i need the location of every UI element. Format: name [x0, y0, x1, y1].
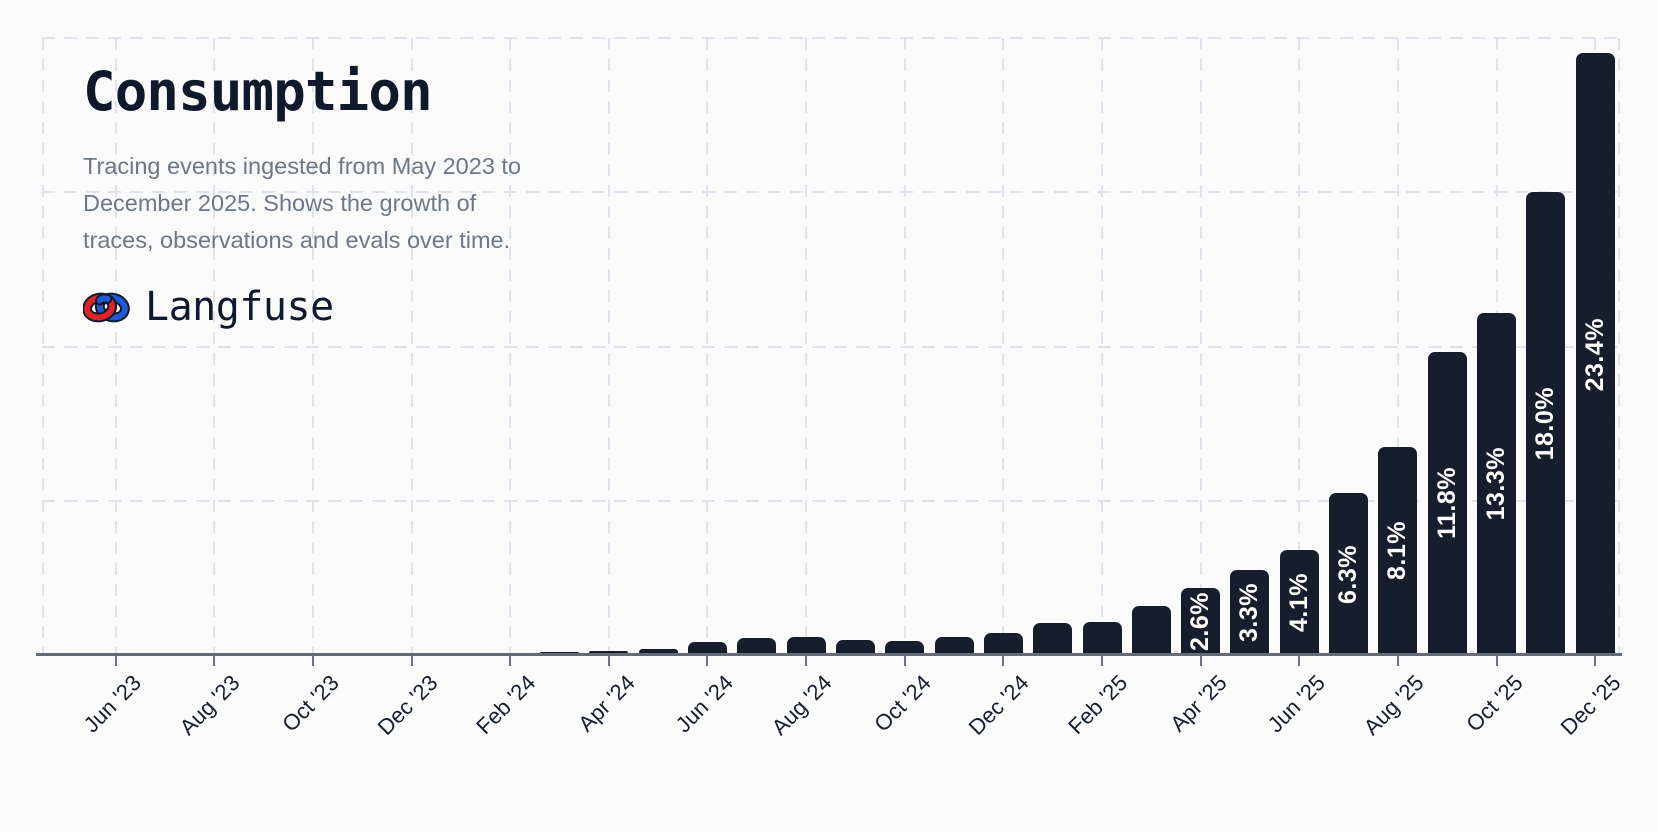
grid-line-h — [42, 191, 1618, 194]
x-axis-tick — [1495, 656, 1498, 666]
grid-line-v — [1618, 38, 1620, 655]
x-tick-label: Jun '23 — [78, 670, 147, 738]
x-axis-tick — [1199, 656, 1202, 666]
chart-title: Consumption — [83, 60, 433, 123]
x-tick-label: Dec '24 — [964, 670, 1035, 740]
bar — [885, 640, 925, 655]
bar-value-label: 13.3% — [1482, 447, 1511, 521]
bar: 3.3% — [1230, 570, 1270, 655]
brand-row: Langfuse — [83, 284, 521, 330]
bar-value-label: 23.4% — [1580, 317, 1609, 391]
x-axis-tick — [509, 656, 512, 666]
x-tick-label: Oct '25 — [1460, 670, 1528, 737]
chart-subtitle: Tracing events ingested from May 2023 to… — [83, 148, 521, 259]
bar: 4.1% — [1279, 549, 1319, 655]
bar-value-label: 6.3% — [1334, 544, 1363, 604]
bar-value-label: 18.0% — [1531, 386, 1560, 461]
bar: 6.3% — [1329, 493, 1369, 655]
x-tick-label: Aug '25 — [1358, 670, 1429, 740]
bar: 11.8% — [1427, 351, 1467, 655]
bar: 23.4% — [1575, 53, 1615, 655]
grid-line-h — [42, 37, 1618, 39]
bar — [983, 633, 1023, 655]
langfuse-knot-icon — [83, 292, 130, 322]
x-tick-label: Oct '23 — [277, 670, 344, 737]
bar-value-label: 11.8% — [1432, 467, 1461, 540]
bar — [1082, 621, 1122, 655]
x-axis-tick — [706, 656, 709, 666]
x-tick-label: Feb '24 — [471, 670, 541, 740]
x-axis-line — [36, 653, 1622, 656]
x-axis-tick — [1002, 656, 1005, 666]
grid-line-h — [42, 345, 1618, 348]
bar — [737, 638, 777, 655]
x-tick-label: Dec '23 — [372, 670, 443, 740]
x-axis-tick — [410, 656, 413, 666]
x-axis-tick — [1298, 656, 1301, 666]
bar: 2.6% — [1181, 588, 1221, 655]
x-tick-label: Feb '25 — [1063, 670, 1133, 740]
bar — [687, 642, 727, 655]
bar — [638, 648, 678, 655]
bar — [786, 637, 826, 655]
x-axis-tick — [213, 656, 216, 666]
x-tick-label: Aug '24 — [766, 670, 837, 740]
x-axis-tick — [1594, 656, 1597, 666]
x-axis-tick — [607, 656, 610, 666]
bar — [1131, 606, 1171, 655]
x-tick-label: Apr '24 — [572, 670, 640, 737]
bar — [934, 637, 974, 655]
bar — [835, 639, 875, 655]
x-axis-tick — [903, 656, 906, 666]
x-tick-label: Dec '25 — [1555, 670, 1626, 740]
x-axis-tick — [114, 656, 117, 666]
subtitle-line: December 2025. Shows the growth of — [83, 190, 477, 216]
subtitle-line: Tracing events ingested from May 2023 to — [83, 153, 522, 179]
bar-value-label: 4.1% — [1284, 572, 1313, 632]
bar-value-label: 8.1% — [1383, 521, 1412, 581]
brand-name: Langfuse — [145, 284, 334, 330]
x-tick-label: Apr '25 — [1164, 670, 1232, 737]
x-axis-tick — [1396, 656, 1399, 666]
chart-header: Consumption Tracing events ingested from… — [83, 62, 521, 330]
bar-value-label: 3.3% — [1235, 583, 1264, 643]
x-tick-label: Oct '24 — [868, 670, 936, 737]
grid-line-h — [42, 499, 1618, 502]
bar: 13.3% — [1477, 313, 1517, 655]
bar: 8.1% — [1378, 446, 1418, 655]
x-tick-label: Aug '23 — [174, 670, 245, 740]
bar — [1033, 622, 1073, 655]
x-axis-tick — [805, 656, 808, 666]
bar-value-label: 2.6% — [1186, 592, 1215, 652]
x-axis-tick — [311, 656, 314, 666]
x-tick-label: Jun '25 — [1262, 670, 1330, 738]
x-axis-tick — [1101, 656, 1103, 666]
subtitle-line: traces, observations and evals over time… — [83, 227, 511, 253]
bar: 18.0% — [1526, 192, 1566, 655]
x-tick-label: Jun '24 — [670, 670, 739, 738]
